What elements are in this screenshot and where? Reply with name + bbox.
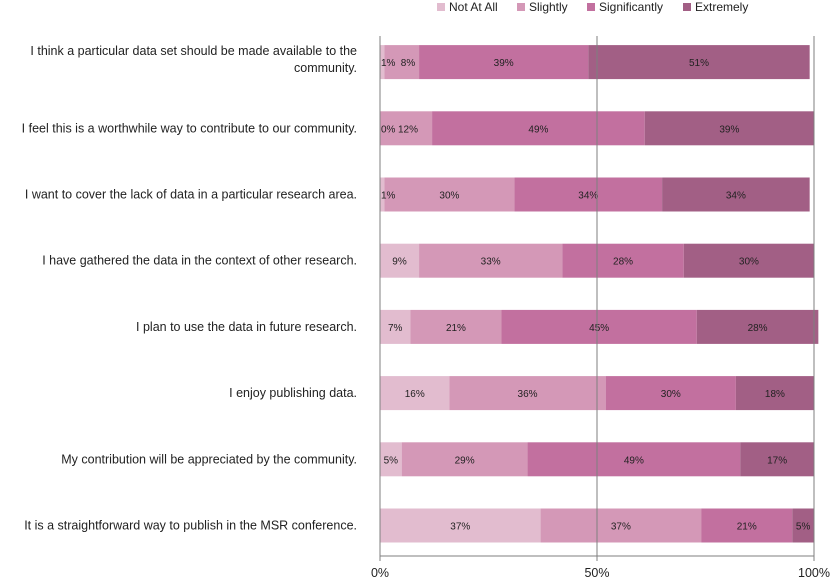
bar-segment bbox=[380, 309, 411, 344]
x-tick-label: 50% bbox=[584, 566, 609, 580]
bar-segment bbox=[419, 45, 589, 80]
data-label: 28% bbox=[748, 323, 768, 334]
category-label: I want to cover the lack of data in a pa… bbox=[25, 188, 357, 202]
legend-label: Slightly bbox=[529, 0, 568, 14]
bar-segment bbox=[380, 111, 433, 146]
data-label: 45% bbox=[589, 323, 609, 334]
bar-segment bbox=[380, 45, 385, 80]
bar-segment bbox=[696, 309, 819, 344]
bar-segment bbox=[540, 508, 702, 543]
data-label: 9% bbox=[392, 257, 407, 268]
data-label: 5% bbox=[796, 522, 811, 533]
legend-swatch bbox=[683, 3, 691, 11]
bar-segment bbox=[380, 243, 420, 278]
data-label: 12% bbox=[398, 124, 418, 135]
legend-swatch bbox=[517, 3, 525, 11]
data-label: 30% bbox=[739, 257, 759, 268]
bar-segment bbox=[644, 111, 814, 146]
bar-segment bbox=[735, 376, 814, 411]
data-label: 16% bbox=[405, 389, 425, 400]
category-label: I feel this is a worthwhile way to contr… bbox=[22, 121, 357, 135]
data-label: 30% bbox=[439, 191, 459, 202]
data-label: 37% bbox=[450, 522, 470, 533]
bar-segment bbox=[380, 442, 402, 477]
data-label: 33% bbox=[481, 257, 501, 268]
bar-segment bbox=[683, 243, 814, 278]
data-label: 49% bbox=[624, 455, 644, 466]
data-label: 51% bbox=[689, 58, 709, 69]
data-label: 34% bbox=[578, 191, 598, 202]
legend-label: Not At All bbox=[449, 0, 498, 14]
data-label: 8% bbox=[401, 58, 416, 69]
bar-segment bbox=[740, 442, 814, 477]
legend-item: Not At All bbox=[437, 0, 498, 14]
category-label: I enjoy publishing data. bbox=[229, 386, 357, 400]
bar-segment bbox=[588, 45, 810, 80]
bar-segment bbox=[449, 376, 606, 411]
bar-segment bbox=[514, 177, 663, 212]
bar-segment bbox=[432, 111, 645, 146]
data-label: 39% bbox=[494, 58, 514, 69]
data-label: 5% bbox=[384, 455, 399, 466]
legend-label: Significantly bbox=[599, 0, 664, 14]
bar-segment bbox=[562, 243, 684, 278]
bar-segment bbox=[527, 442, 741, 477]
data-label: 36% bbox=[518, 389, 538, 400]
data-label: 37% bbox=[611, 522, 631, 533]
data-label: 17% bbox=[767, 455, 787, 466]
data-label: 1% bbox=[381, 58, 396, 69]
category-label: I plan to use the data in future researc… bbox=[136, 320, 357, 334]
legend-item: Slightly bbox=[517, 0, 568, 14]
legend-swatch bbox=[587, 3, 595, 11]
data-label: 21% bbox=[737, 522, 757, 533]
category-label: I have gathered the data in the context … bbox=[42, 254, 357, 268]
data-label: 7% bbox=[388, 323, 403, 334]
bar-segment bbox=[410, 309, 502, 344]
data-label: 28% bbox=[613, 257, 633, 268]
bar-segment bbox=[501, 309, 697, 344]
bar-segment bbox=[701, 508, 793, 543]
category-label: My contribution will be appreciated by t… bbox=[61, 452, 357, 466]
bar-segment bbox=[605, 376, 736, 411]
bar-segment bbox=[401, 442, 528, 477]
x-tick-label: 0% bbox=[371, 566, 389, 580]
legend-label: Extremely bbox=[695, 0, 749, 14]
data-label: 49% bbox=[528, 124, 548, 135]
category-label: It is a straightforward way to publish i… bbox=[24, 519, 357, 533]
legend-swatch bbox=[437, 3, 445, 11]
bar-segment bbox=[384, 177, 515, 212]
bar-segment bbox=[384, 45, 420, 80]
legend-item: Extremely bbox=[683, 0, 748, 14]
data-label: 29% bbox=[455, 455, 475, 466]
bar-segment bbox=[419, 243, 563, 278]
data-label: 30% bbox=[661, 389, 681, 400]
data-label: 1% bbox=[381, 191, 396, 202]
category-label: community. bbox=[294, 61, 357, 75]
data-label: 34% bbox=[726, 191, 746, 202]
data-label: 18% bbox=[765, 389, 785, 400]
legend-item: Significantly bbox=[587, 0, 663, 14]
bar-segment bbox=[662, 177, 810, 212]
bar-segment bbox=[380, 376, 450, 411]
data-label: 0% bbox=[381, 124, 396, 135]
data-label: 39% bbox=[719, 124, 739, 135]
data-label: 21% bbox=[446, 323, 466, 334]
bar-segment bbox=[380, 508, 541, 543]
category-label: I think a particular data set should be … bbox=[30, 44, 357, 58]
bar-segment bbox=[380, 177, 385, 212]
bar-segment bbox=[792, 508, 814, 543]
x-tick-label: 100% bbox=[798, 566, 830, 580]
